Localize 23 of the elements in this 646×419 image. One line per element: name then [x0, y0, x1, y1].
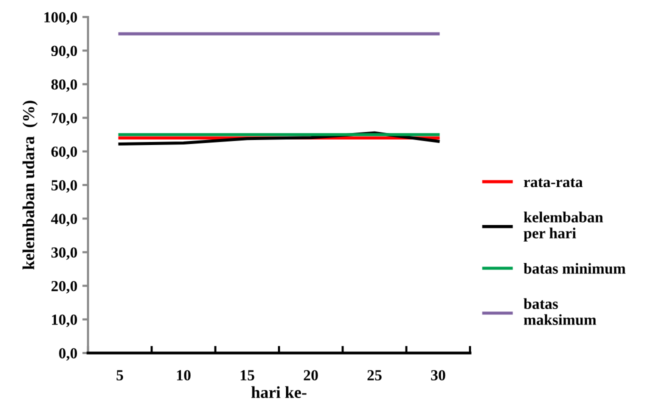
- y-tick-label: 0,0: [59, 348, 77, 361]
- y-tick-label: 50,0: [51, 180, 77, 193]
- x-axis-title: hari ke-: [251, 386, 306, 398]
- y-tick-label: 40,0: [51, 214, 77, 226]
- y-tick-label: 10,0: [52, 314, 77, 328]
- x-tick-label: 10: [177, 370, 191, 380]
- x-tick-label: 25: [368, 370, 382, 380]
- y-tick-label: 30,0: [51, 247, 77, 260]
- legend-label: rata-rata: [524, 178, 583, 188]
- legend-label: batas maksimum: [524, 298, 596, 325]
- x-tick-label: 15: [240, 370, 254, 380]
- y-axis-title: kelembaban udara (%): [22, 100, 38, 270]
- y-tick-label: 100,0: [44, 12, 77, 25]
- legend-label: batas minimum: [524, 262, 626, 274]
- x-tick-label: 5: [116, 370, 124, 380]
- legend-label: kelembaban per hari: [524, 212, 604, 242]
- x-tick-label: 30: [431, 370, 446, 380]
- y-tick-label: 20,0: [51, 280, 77, 294]
- y-tick-label: 90,0: [51, 46, 77, 58]
- y-tick-label: 80,0: [51, 79, 77, 92]
- x-tick-label: 20: [304, 370, 318, 380]
- y-tick-label: 70,0: [52, 112, 77, 126]
- y-tick-label: 60,0: [51, 146, 77, 160]
